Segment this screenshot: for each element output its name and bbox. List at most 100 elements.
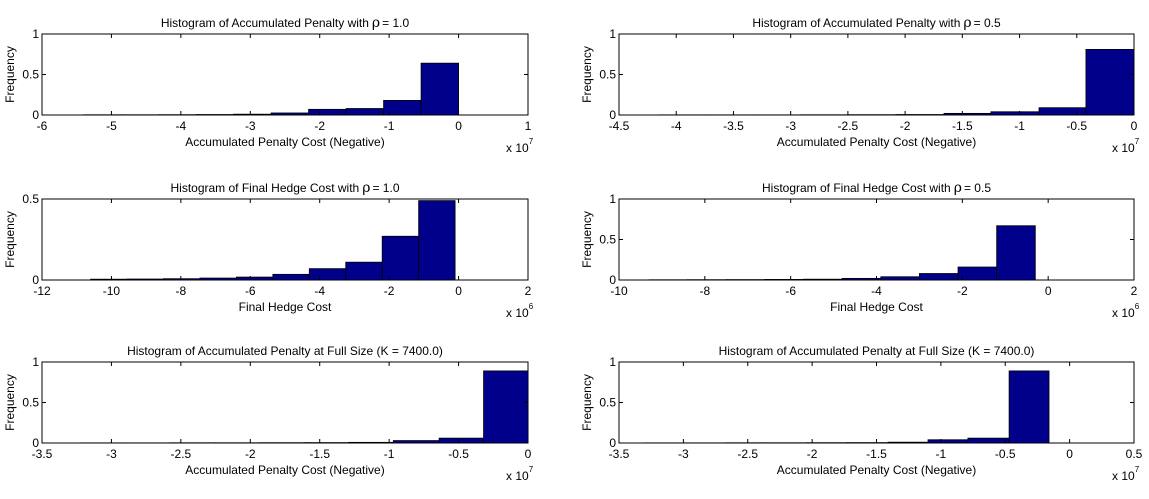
chart-title-text: Histogram of Accumulated Penalty with: [752, 16, 960, 30]
x-tick-label: -2: [957, 284, 968, 298]
y-tick-label: 0: [32, 108, 39, 122]
histogram-bar: [919, 273, 959, 281]
x-tick-label: -6: [245, 284, 256, 298]
chart-title-text: Histogram of Final Hedge Cost with: [170, 181, 359, 195]
chart-title-text: Histogram of Accumulated Penalty at Full…: [127, 344, 443, 358]
chart-panel-3: -12 -10 -8 -6 -4 -2 0 2 0 0.5 Histogram of Final H…: [3, 180, 534, 320]
chart-title-suffix: = 0.5: [964, 181, 991, 195]
x-axis-label: Accumulated Penalty Cost (Negative): [777, 463, 976, 477]
x-tick-label: -1.5: [866, 447, 887, 461]
x-tick-label: -1: [384, 447, 395, 461]
histogram-bar: [967, 437, 1010, 444]
x-tick-label: -12: [33, 284, 51, 298]
x-tick-label: -3: [245, 119, 256, 133]
x-axis-exponent: x 107: [1112, 137, 1140, 155]
plot-area: [618, 361, 1135, 444]
y-tick-label: 0: [32, 436, 39, 450]
histogram-bar: [438, 437, 484, 444]
x-tick-label: 1: [525, 119, 532, 133]
x-tick-label: -4: [314, 284, 325, 298]
x-axis-exponent-base: x 10: [506, 469, 529, 483]
chart-title-suffix: = 0.5: [974, 16, 1001, 30]
x-tick-label: -4: [176, 119, 187, 133]
x-axis-exponent-base: x 10: [1112, 141, 1135, 155]
histogram-bar: [418, 200, 456, 281]
histogram-bar: [957, 266, 998, 281]
x-axis-exponent-base: x 10: [1112, 306, 1135, 320]
chart-title-text: Histogram of Accumulated Penalty with: [161, 16, 369, 30]
chart-title: Histogram of Accumulated Penalty at Full…: [719, 344, 1035, 358]
x-axis-exponent-power: 7: [1135, 137, 1140, 146]
histogram-bar: [996, 225, 1036, 281]
y-tick-label: 0.5: [599, 68, 616, 82]
y-tick-label: 1: [32, 27, 39, 41]
chart-title: Histogram of Accumulated Penalty with ρ = …: [161, 15, 410, 31]
histogram-bar: [381, 235, 420, 281]
chart-title: Histogram of Final Hedge Cost with ρ = 1.0: [170, 180, 399, 196]
chart-panel-5: -3.5 -3 -2.5 -2 -1.5 -1 -0.5 0 0 0.5 1 Histogram of…: [3, 344, 534, 483]
x-axis-label: Final Hedge Cost: [239, 300, 332, 314]
chart-panel-2: -4.5 -4 -3.5 -3 -2.5 -2 -1.5 -1 -0.5 0 0 0.5 1 Histog…: [580, 15, 1140, 155]
x-tick-label: 0: [1066, 447, 1073, 461]
chart-title-text: Histogram of Accumulated Penalty at Full…: [719, 344, 1035, 358]
histogram-bar: [803, 278, 843, 281]
x-tick-label: -1.5: [952, 119, 973, 133]
x-axis-exponent-power: 6: [1135, 302, 1140, 311]
x-tick-label: 0: [455, 119, 462, 133]
x-axis-exponent-power: 6: [529, 302, 534, 311]
plot-area: [618, 33, 1135, 116]
y-axis-label: Frequency: [580, 46, 594, 103]
x-axis-exponent-power: 7: [529, 465, 534, 474]
x-tick-label: 2: [1131, 284, 1138, 298]
rho-symbol: ρ: [372, 15, 380, 31]
histogram-bar: [990, 111, 1040, 116]
x-tick-label: -3.5: [723, 119, 744, 133]
x-tick-label: -2: [807, 447, 818, 461]
x-tick-label: -3.5: [609, 447, 630, 461]
x-tick-label: -0.5: [448, 447, 469, 461]
x-tick-label: -1: [384, 119, 395, 133]
chart-panel-4: -10 -8 -6 -4 -2 0 2 0 0.5 1 Histogram of Final Hed…: [580, 180, 1140, 320]
plot-area: [41, 361, 529, 444]
x-tick-label: -2: [900, 119, 911, 133]
x-tick-label: 2: [525, 284, 532, 298]
x-tick-label: 0: [525, 447, 532, 461]
chart-title-suffix: = 1.0: [372, 181, 399, 195]
x-tick-label: -4: [871, 284, 882, 298]
x-tick-label: -2.5: [838, 119, 859, 133]
histogram-bar: [308, 108, 347, 116]
x-axis-label: Accumulated Penalty Cost (Negative): [185, 135, 384, 149]
histogram-bar: [420, 62, 459, 116]
x-tick-label: 0: [1045, 284, 1052, 298]
y-axis-label: Frequency: [3, 46, 17, 103]
histogram-bar: [308, 268, 347, 281]
chart-title: Histogram of Final Hedge Cost with ρ = 0.5: [762, 180, 991, 196]
histogram-bar: [345, 261, 383, 281]
x-tick-label: -2.5: [737, 447, 758, 461]
chart-title: Histogram of Accumulated Penalty with ρ = …: [752, 15, 1001, 31]
x-tick-label: 0: [455, 284, 462, 298]
x-tick-label: -0.5: [1066, 119, 1087, 133]
x-tick-label: -1: [936, 447, 947, 461]
histogram-bar: [163, 278, 201, 281]
histogram-bar: [90, 278, 128, 281]
y-tick-label: 0.5: [599, 396, 616, 410]
y-tick-label: 0.5: [22, 192, 39, 206]
histogram-bar: [233, 113, 272, 116]
rho-symbol: ρ: [963, 15, 971, 31]
histogram-bar: [235, 276, 274, 281]
histogram-bar: [272, 273, 310, 281]
x-axis-exponent: x 107: [506, 137, 534, 155]
histogram-bar: [764, 279, 804, 281]
x-tick-label: -3: [678, 447, 689, 461]
y-tick-label: 1: [609, 27, 616, 41]
y-tick-label: 0.5: [599, 233, 616, 247]
x-axis-label: Final Hedge Cost: [830, 300, 923, 314]
y-tick-label: 1: [32, 355, 39, 369]
x-tick-label: -5: [106, 119, 117, 133]
histogram-bar: [927, 439, 969, 444]
y-tick-label: 0: [609, 273, 616, 287]
y-tick-label: 0.5: [22, 396, 39, 410]
x-tick-label: -8: [176, 284, 187, 298]
histogram-bar: [880, 276, 920, 281]
